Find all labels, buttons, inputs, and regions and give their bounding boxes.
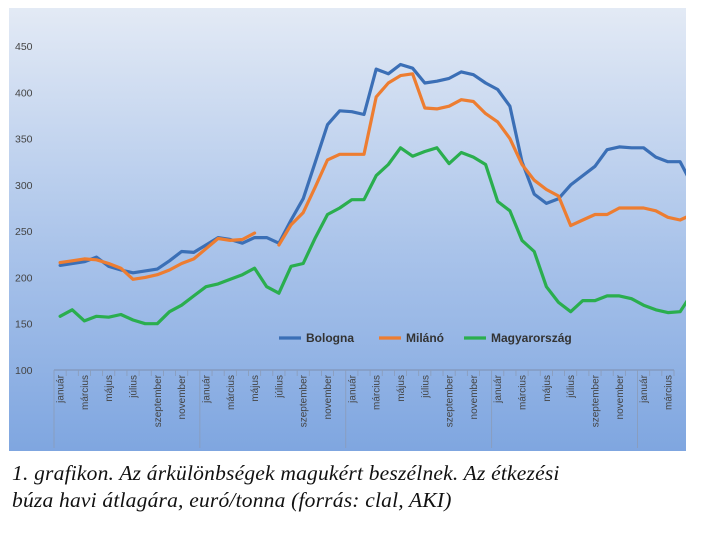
x-tick-label: március [80,375,91,410]
x-tick-label: március [663,375,674,410]
series-lines [58,62,686,326]
x-tick-label: november [323,374,334,419]
x-tick-label: május [250,375,261,402]
y-tick-label: 350 [15,134,33,146]
x-tick-label: szeptember [445,374,456,427]
x-tick-label: január [493,374,504,403]
x-tick-label: január [347,374,358,403]
x-tick-label: szeptember [299,374,310,427]
y-tick-label: 450 [15,41,33,53]
chart-background [9,8,686,451]
x-tick-label: szeptember [153,374,164,427]
x-tick-label: november [615,374,626,419]
x-tick-label: május [104,375,115,402]
x-tick-label: május [542,375,553,402]
y-tick-label: 400 [15,87,33,99]
y-tick-label: 100 [15,365,33,377]
x-tick-label: május [396,375,407,402]
x-tick-label: január [201,374,212,403]
x-tick-label: július [420,375,431,399]
figure-caption: 1. grafikon. Az árkülönbségek magukért b… [12,460,692,514]
x-axis: január március május július szeptember novemb… [53,369,674,448]
x-tick-label: március [372,375,383,410]
legend-label-bologna: Bologna [306,331,354,345]
legend: Bologna Milánó Magyarország [279,331,572,345]
line-chart: 450 400 350 300 250 200 150 100 január március má… [9,8,686,451]
y-axis: 450 400 350 300 250 200 150 100 [15,41,33,377]
series-line-bologna [58,62,686,275]
x-tick-label: július [566,375,577,399]
y-tick-label: 150 [15,319,33,331]
legend-label-milano: Milánó [406,331,444,345]
y-tick-label: 250 [15,226,33,238]
x-tick-label: január [639,374,650,403]
y-tick-label: 300 [15,180,33,192]
x-tick-label: július [274,375,285,399]
x-tick-label: március [518,375,529,410]
x-tick-label: július [129,375,140,399]
legend-label-magyarorszag: Magyarország [491,331,572,345]
x-tick-label: november [469,374,480,419]
caption-line-1: 1. grafikon. Az árkülönbségek magukért b… [12,461,560,485]
caption-line-2: búza havi átlagára, euró/tonna (forrás: … [12,488,452,512]
x-tick-label: szeptember [590,374,601,427]
series-line-magyarorszag [58,146,686,326]
chart-panel: 450 400 350 300 250 200 150 100 január március má… [9,8,686,451]
x-tick-label: november [177,374,188,419]
x-tick-label: március [226,375,237,410]
series-line-milano [58,72,686,281]
y-tick-label: 200 [15,272,33,284]
x-tick-label: január [56,374,67,403]
